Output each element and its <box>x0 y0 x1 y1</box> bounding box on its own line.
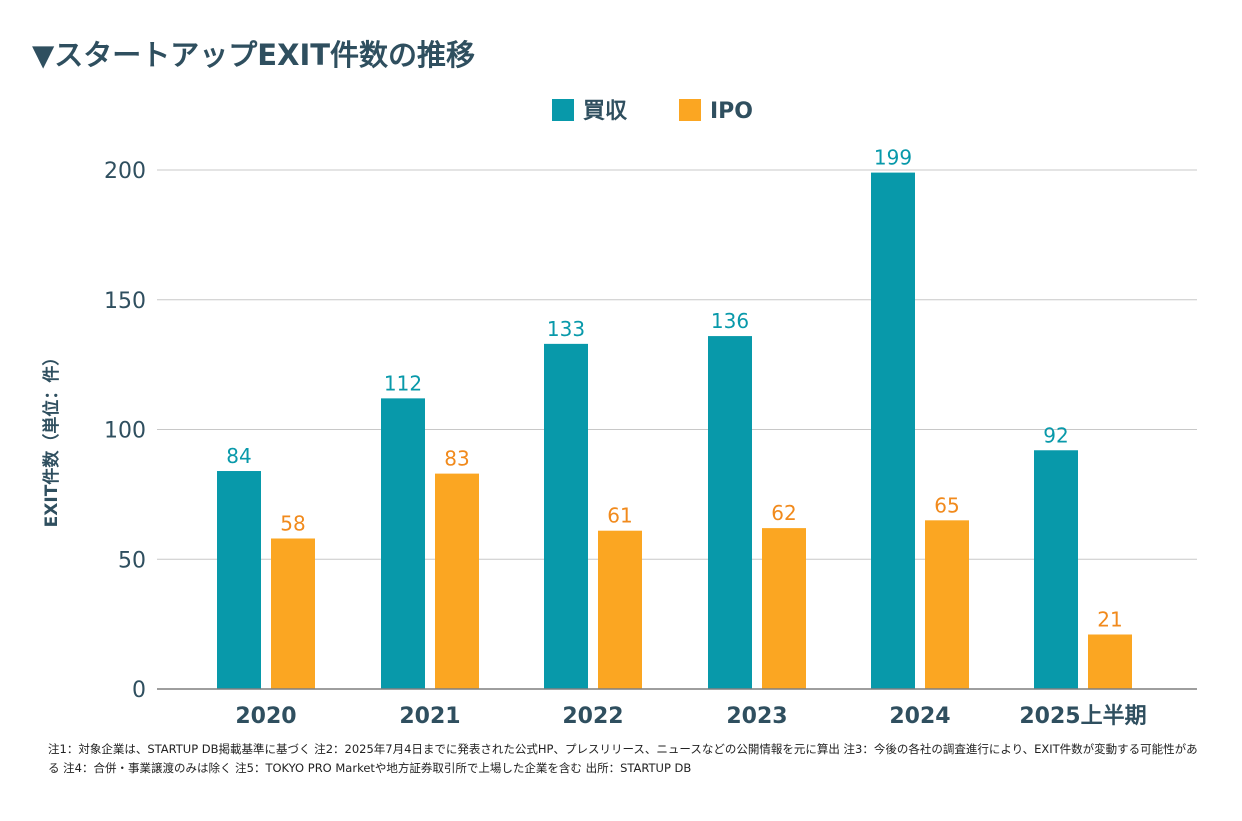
data-label: 58 <box>280 511 305 535</box>
data-labels: 84 58 2020 112 83 2021 133 61 2022 136 62 2023 199 65… <box>226 146 1146 729</box>
legend-label: 買収 <box>583 99 628 124</box>
x-tick-label: 2022 <box>562 704 623 729</box>
legend: 買収 IPO <box>552 99 753 124</box>
x-tick-label: 2021 <box>399 704 460 729</box>
data-label: 83 <box>444 447 469 471</box>
x-tick-label: 2023 <box>726 704 787 729</box>
legend-label: IPO <box>710 99 753 124</box>
data-label: 92 <box>1043 423 1068 447</box>
data-label: 62 <box>771 501 796 525</box>
data-label: 136 <box>711 309 749 333</box>
y-axis-label: EXIT件数（単位：件） <box>41 349 62 528</box>
bar-acquisition-2023 <box>708 336 752 689</box>
y-tick-label: 0 <box>132 678 146 703</box>
data-label: 65 <box>934 493 959 517</box>
bar-ipo-2025上半期 <box>1088 634 1132 689</box>
y-tick-label: 200 <box>104 159 146 184</box>
legend-swatch <box>679 99 701 121</box>
bar-ipo-2023 <box>762 528 806 689</box>
data-label: 199 <box>874 146 912 170</box>
bar-acquisition-2025上半期 <box>1034 450 1078 689</box>
x-tick-label: 2025上半期 <box>1019 704 1146 729</box>
data-label: 61 <box>607 504 632 528</box>
gridlines: 0 50 100 150 200 <box>104 159 1197 703</box>
bar-ipo-2020 <box>271 538 315 689</box>
bar-ipo-2021 <box>435 473 479 689</box>
bar-ipo-2022 <box>598 530 642 689</box>
bar-acquisition-2024 <box>871 172 915 690</box>
bar-acquisition-2020 <box>217 471 261 689</box>
y-tick-label: 100 <box>104 419 146 444</box>
data-label: 133 <box>547 317 585 341</box>
data-label: 112 <box>384 371 422 395</box>
legend-swatch <box>552 99 574 121</box>
bar-acquisition-2022 <box>544 343 588 689</box>
bars <box>217 172 1132 690</box>
chart-title: ▼スタートアップEXIT件数の推移 <box>32 38 475 72</box>
y-tick-label: 50 <box>118 548 146 573</box>
x-tick-label: 2024 <box>889 704 950 729</box>
bar-ipo-2024 <box>925 520 969 689</box>
data-label: 21 <box>1097 608 1122 632</box>
footnote: 注1：対象企業は、STARTUP DB掲載基準に基づく 注2：2025年7月4日… <box>48 742 1198 775</box>
bar-acquisition-2021 <box>381 398 425 689</box>
y-tick-label: 150 <box>104 289 146 314</box>
data-label: 84 <box>226 444 251 468</box>
x-tick-label: 2020 <box>235 704 296 729</box>
